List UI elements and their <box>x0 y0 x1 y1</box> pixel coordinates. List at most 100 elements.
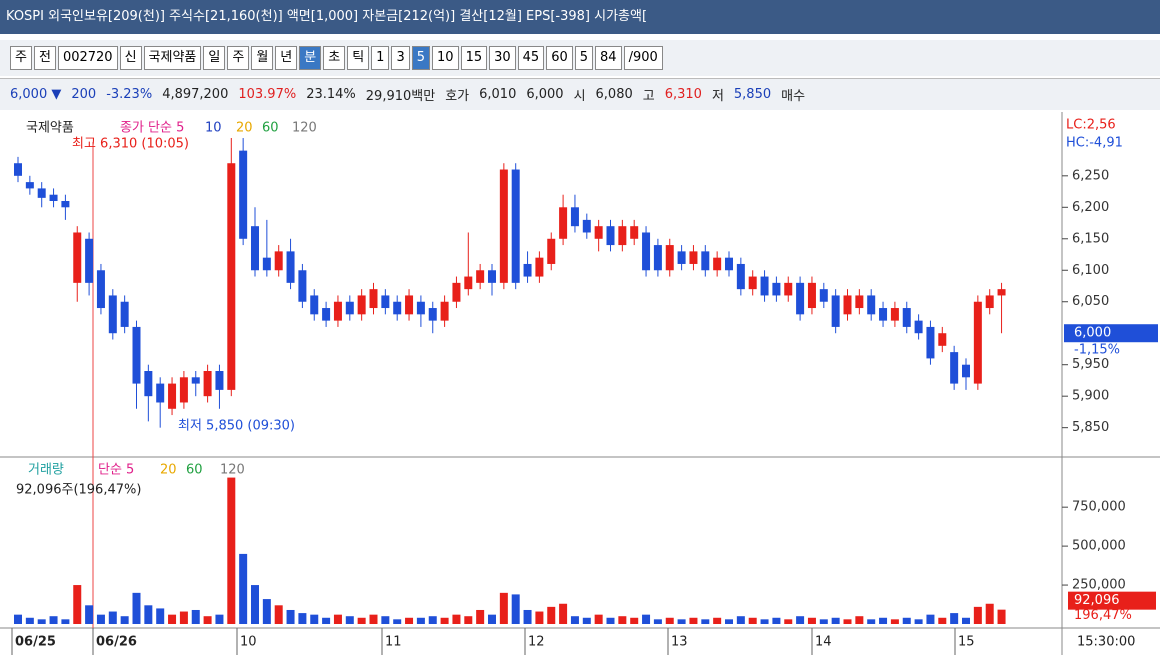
toolbar-button[interactable]: 60 <box>546 46 573 70</box>
toolbar-button[interactable]: 초 <box>323 46 346 70</box>
toolbar-button[interactable]: /900 <box>623 46 663 70</box>
volume-bar <box>61 619 70 624</box>
candle-body <box>914 320 923 334</box>
y-tick-label: 5,900 <box>1072 389 1109 404</box>
candle-body <box>96 270 105 309</box>
candle-body <box>748 276 757 290</box>
candle-body <box>274 251 283 271</box>
toolbar-button[interactable]: 3 <box>391 46 410 70</box>
time-label: 06/26 <box>96 635 137 650</box>
volume-bar <box>772 617 781 624</box>
candle-body <box>322 308 331 321</box>
volume-bar <box>49 616 58 624</box>
volume-bar <box>369 614 378 624</box>
toolbar-button[interactable]: 월 <box>251 46 274 70</box>
toolbar-button[interactable]: 일 <box>203 46 226 70</box>
volume-bar <box>168 614 177 624</box>
toolbar: 주 전 002720 신 국제약품 일 주 월 년 분 초 틱 1 3 5 10 15 30 45 60 5 84/900 <box>0 40 1160 76</box>
toolbar-button[interactable]: 주 <box>10 46 32 70</box>
candle-body <box>819 289 828 302</box>
candle-body <box>653 245 662 271</box>
quote-item: 5,850 <box>733 87 772 102</box>
candle-body <box>796 282 805 315</box>
candle-body <box>582 219 591 233</box>
change: -1,15% <box>1074 343 1120 358</box>
toolbar-button[interactable]: 국제약품 <box>143 46 202 70</box>
y-tick-label: 250,000 <box>1072 578 1126 593</box>
candle-body <box>535 257 544 277</box>
candle-body <box>156 383 165 403</box>
y-tick-label: 6,100 <box>1072 263 1109 278</box>
volume-bar <box>298 613 307 624</box>
volume-bar <box>867 619 876 624</box>
volume-bar <box>215 614 224 624</box>
candle-body <box>286 251 295 283</box>
volume-bar <box>973 606 982 624</box>
volume-bar <box>748 617 757 624</box>
y-tick-label: 5,950 <box>1072 357 1109 372</box>
title-text: KOSPI 외국인보유[209(천)] 주식수[21,160(천)] 액면[1,… <box>6 9 648 24</box>
toolbar-button[interactable]: 30 <box>489 46 516 70</box>
volume-bar <box>132 592 141 624</box>
toolbar-button[interactable]: 신 <box>119 46 142 70</box>
toolbar-button[interactable]: 틱 <box>347 46 370 70</box>
toolbar-button[interactable]: 002720 <box>57 46 118 70</box>
toolbar-button[interactable]: 분 <box>299 46 322 70</box>
volume-bar <box>85 605 94 624</box>
volume-bar <box>843 619 852 624</box>
volume-bar <box>582 617 591 624</box>
candle-body <box>345 301 354 315</box>
legend-item: 종가 단순 5 <box>120 121 184 136</box>
candle-body <box>902 308 911 327</box>
candle-body <box>144 371 153 397</box>
toolbar-button[interactable]: 45 <box>517 46 545 70</box>
candle-body <box>677 251 686 264</box>
candle-body <box>511 169 520 283</box>
toolbar-button[interactable]: 년 <box>275 46 298 70</box>
volume-bar <box>322 617 331 624</box>
toolbar-button[interactable]: 10 <box>432 46 459 70</box>
candle-body <box>215 371 224 390</box>
volume-bar <box>239 553 248 624</box>
toolbar-button[interactable]: 15 <box>460 46 488 70</box>
candle-body <box>488 270 496 283</box>
volume-bar <box>807 617 816 624</box>
candle-body <box>120 301 129 327</box>
candle-body <box>523 263 532 277</box>
volume-bar <box>594 614 603 624</box>
toolbar-button[interactable]: 5 <box>411 46 431 70</box>
candle-body <box>890 308 899 321</box>
volume-bar <box>476 609 485 624</box>
current-price-box <box>1064 324 1158 343</box>
quote-item: 200 <box>71 87 97 102</box>
volume-bar <box>14 614 22 624</box>
quote-item: 시 <box>573 89 586 104</box>
candle-body <box>618 226 627 246</box>
volume-bar <box>156 608 165 624</box>
toolbar-button[interactable]: 5 <box>574 46 594 70</box>
y-tick-label: 6,050 <box>1072 294 1109 309</box>
volume-bar <box>120 616 129 624</box>
candle-body <box>985 295 994 309</box>
toolbar-button[interactable]: 84 <box>595 46 622 70</box>
candle-body <box>251 226 259 271</box>
toolbar-button[interactable]: 1 <box>371 46 390 70</box>
candle-body <box>298 270 307 302</box>
volume-bar <box>677 619 686 624</box>
quote-item: 29,910백만 <box>365 89 436 104</box>
legend-item: 20 <box>160 463 177 478</box>
candle-body <box>464 276 473 290</box>
volume-bar <box>653 619 662 624</box>
volume-bar <box>642 614 651 624</box>
y-tick-label: 500,000 <box>1072 539 1126 554</box>
volume-bar <box>938 617 947 624</box>
toolbar-button[interactable]: 전 <box>33 46 56 70</box>
quote-item: 6,000 ▼ <box>10 87 62 102</box>
volume-bar <box>144 605 153 624</box>
candle-body <box>736 263 745 290</box>
volume-bar <box>535 611 544 624</box>
toolbar-button[interactable]: 주 <box>227 46 250 70</box>
candle-body <box>405 295 414 315</box>
candle-body <box>108 295 117 334</box>
volume-bar <box>96 614 105 624</box>
